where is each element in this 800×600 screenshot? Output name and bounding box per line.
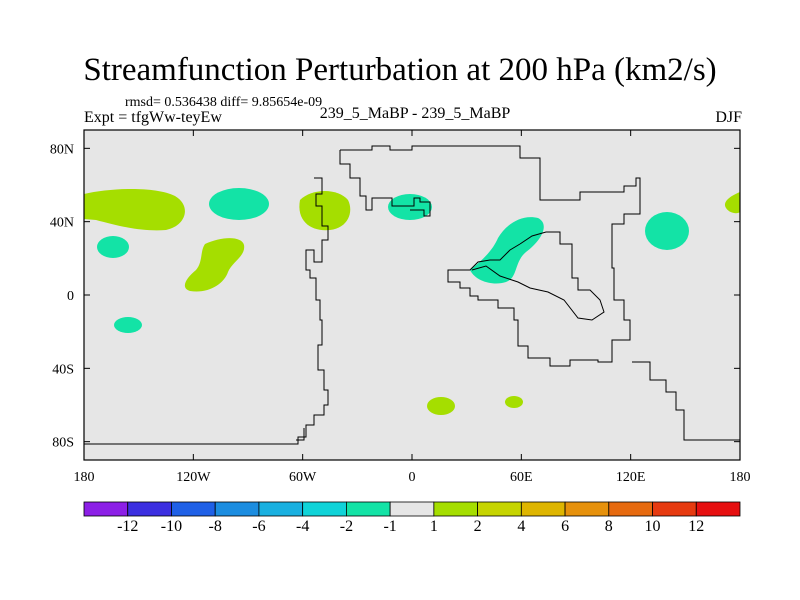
colorbar-swatch (171, 501, 216, 517)
colorbar-label: -1 (383, 518, 396, 535)
x-axis: 180 120W 60W 0 60E 120E 180 (74, 130, 751, 485)
anomaly-patch (84, 189, 185, 231)
anomaly-patch (184, 238, 245, 292)
colorbar-label: -10 (161, 518, 182, 535)
x-tick-label: 60W (289, 470, 317, 485)
colorbar-swatch (695, 501, 741, 517)
colorbar-label: -12 (117, 518, 138, 535)
anomaly-patch (724, 192, 740, 214)
colorbar-label: 2 (474, 518, 482, 535)
colorbar-swatch (214, 501, 260, 517)
colorbar-label: -6 (252, 518, 265, 535)
colorbar-swatch (345, 501, 391, 517)
colorbar-label: 1 (430, 518, 438, 535)
colorbar-swatch (433, 501, 479, 517)
anomaly-patch (505, 396, 523, 408)
experiment-label: Expt = tfgWw-teyEw (84, 109, 222, 126)
colorbar-swatch (520, 501, 566, 517)
coastlines (84, 145, 740, 445)
y-tick-label: 40S (52, 362, 74, 377)
y-tick-label: 80S (52, 436, 74, 451)
colorbar-label: 6 (561, 518, 569, 535)
coastline-asia-inner (471, 231, 605, 321)
colorbar-label: -8 (209, 518, 222, 535)
stats-text: rmsd= 0.536438 diff= 9.85654e-09 (125, 95, 323, 110)
x-tick-label: 180 (730, 470, 751, 485)
colorbar-swatch (652, 501, 697, 517)
y-tick-label: 0 (67, 289, 74, 304)
x-tick-label: 120E (616, 470, 646, 485)
anomaly-patch (97, 236, 129, 258)
season-label: DJF (715, 109, 742, 126)
colorbar-swatch (477, 501, 522, 517)
y-axis: 80N 40N 0 40S 80S (50, 142, 740, 451)
center-label: 239_5_MaBP - 239_5_MaBP (319, 105, 511, 122)
anomaly-patch (470, 217, 544, 284)
colorbar-swatch (302, 501, 347, 517)
coastline-europe-west (339, 150, 431, 217)
colorbar-swatch (127, 501, 172, 517)
x-tick-label: 180 (74, 470, 95, 485)
colorbar-label: -4 (296, 518, 309, 535)
chart-title: Streamfunction Perturbation at 200 hPa (… (83, 52, 717, 88)
x-tick-label: 120W (176, 470, 211, 485)
anomaly-patch (388, 194, 432, 220)
anomaly-patch (427, 397, 455, 415)
x-tick-label: 0 (409, 470, 416, 485)
x-tick-label: 60E (510, 470, 533, 485)
colorbar-label: 12 (688, 518, 704, 535)
colorbar-swatch (564, 501, 610, 517)
coastline-americas (84, 177, 329, 445)
colorbar-swatch (258, 501, 304, 517)
coastline-south-africa-antarctica (632, 361, 740, 441)
colorbar-label: 10 (645, 518, 661, 535)
negative-anomalies (97, 188, 689, 333)
coastline-patagonia (296, 428, 305, 441)
y-tick-label: 80N (50, 142, 74, 157)
colorbar-swatch (389, 501, 435, 517)
anomaly-patch (299, 191, 351, 231)
colorbar-swatch (608, 501, 653, 517)
colorbar-label: 4 (517, 518, 525, 535)
anomaly-patch (114, 317, 142, 333)
y-tick-label: 40N (50, 216, 74, 231)
colorbar-label: 8 (605, 518, 613, 535)
positive-anomalies (84, 189, 740, 415)
anomaly-patch (209, 188, 269, 220)
anomaly-patch (645, 212, 689, 250)
colorbar-label: -2 (340, 518, 353, 535)
coastline-greenland-europe (340, 145, 641, 367)
plot-background (84, 130, 740, 460)
colorbar: -12 -10 -8 -6 -4 -2 -1 1 2 4 6 8 10 12 (83, 501, 741, 535)
colorbar-swatch (83, 501, 129, 517)
